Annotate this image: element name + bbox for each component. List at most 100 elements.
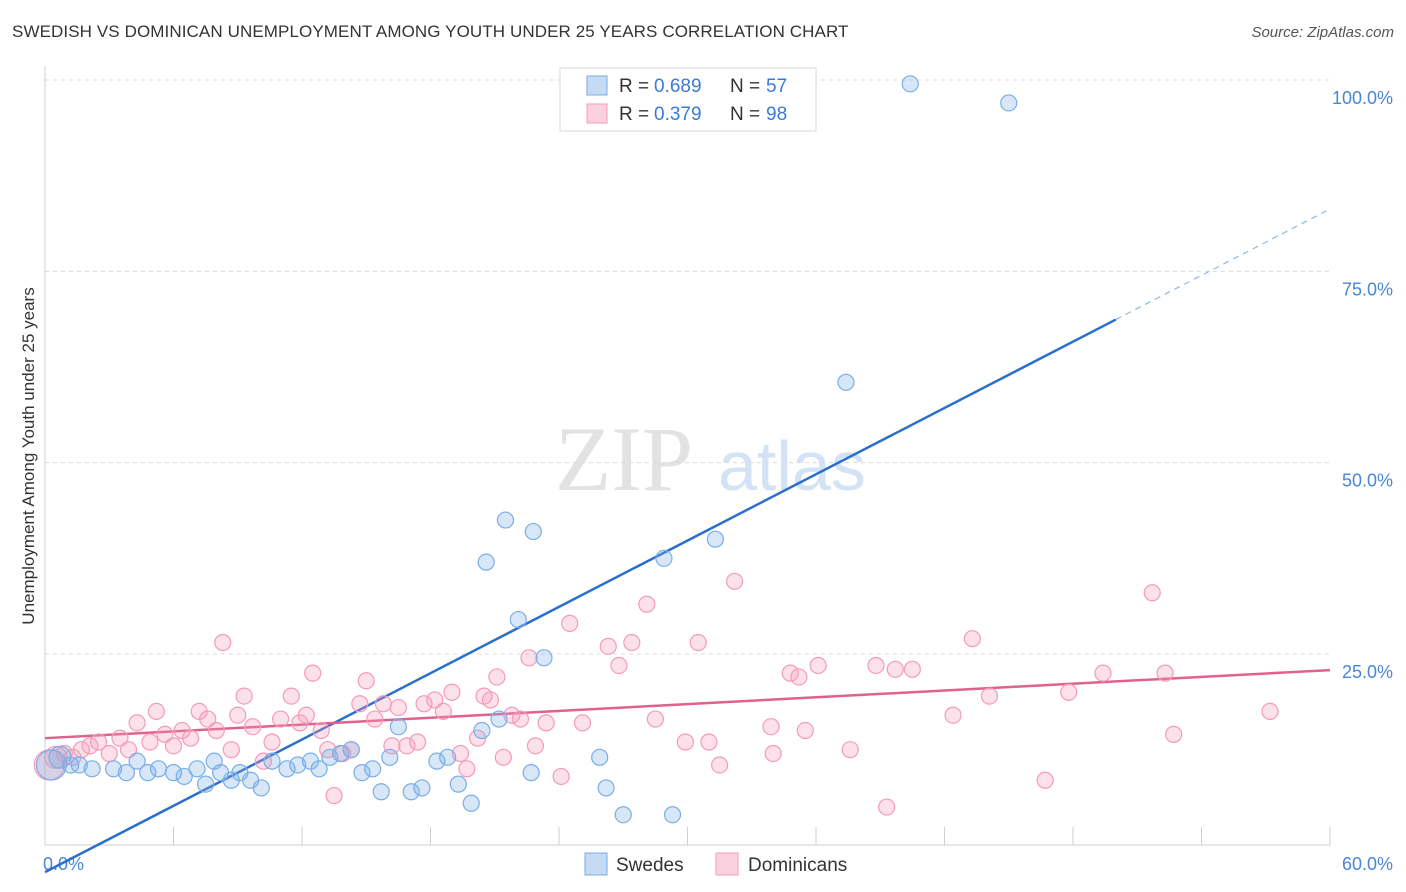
point-dominicans-74	[762, 718, 780, 736]
point-swedes-12	[188, 760, 206, 778]
watermark: ZIP atlas	[555, 408, 866, 510]
point-swedes-33	[402, 783, 420, 801]
point-dominicans-31	[304, 664, 322, 682]
point-dominicans-37	[351, 695, 369, 713]
point-dominicans-80	[841, 741, 859, 759]
point-dominicans-48	[443, 683, 461, 701]
point-swedes-39	[473, 721, 491, 740]
legend-r-label-dominicans: R =	[619, 104, 654, 125]
point-dominicans-45	[415, 695, 433, 713]
point-dominicans-87	[980, 687, 999, 705]
point-dominicans-12	[147, 702, 165, 721]
point-dominicans-83	[886, 660, 904, 678]
point-swedes-44	[522, 764, 540, 782]
point-dominicans-6	[89, 733, 108, 751]
point-dominicans-66	[623, 633, 641, 652]
point-dominicans-18	[199, 710, 217, 728]
legend-bottom-label-dominicans: Dominicans	[748, 855, 847, 876]
legend-r-value-swedes: 0.689	[654, 76, 702, 97]
point-dominicans-55	[494, 748, 512, 766]
point-dominicans-88	[1036, 771, 1054, 789]
point-dominicans-26	[263, 733, 281, 751]
point-dominicans-34	[325, 786, 343, 805]
point-dominicans-64	[599, 637, 617, 655]
point-swedes-4	[83, 760, 101, 778]
trend-line-swedes-extension	[1115, 208, 1331, 321]
point-swedes-50	[655, 549, 673, 567]
point-swedes-22	[289, 756, 307, 774]
legend-n-label-swedes: N =	[730, 76, 765, 97]
point-dominicans-14	[164, 737, 183, 755]
watermark-zip: ZIP	[555, 408, 693, 510]
point-dominicans-30	[297, 706, 315, 724]
point-swedes-13	[197, 775, 215, 793]
point-dominicans-60	[537, 714, 555, 732]
legend-r-value-dominicans: 0.379	[654, 104, 702, 125]
point-dominicans-53	[481, 691, 500, 709]
legend-top: R = 0.689 N = 57 R = 0.379 N = 98	[559, 67, 817, 132]
point-swedes-19	[252, 779, 270, 797]
point-dominicans-69	[676, 733, 694, 751]
legend-bottom-swatch-swedes	[584, 852, 608, 876]
point-dominicans-11	[141, 733, 159, 751]
legend-bottom-swatch-dominicans	[715, 852, 739, 876]
point-swedes-9	[149, 760, 168, 778]
point-swedes-43	[509, 610, 527, 629]
point-dominicans-65	[610, 656, 628, 675]
point-swedes-27	[342, 741, 360, 759]
data-points	[33, 71, 1279, 824]
point-swedes-47	[591, 748, 609, 766]
point-dominicans-57	[511, 710, 530, 728]
point-dominicans-89	[1060, 683, 1078, 701]
point-swedes-24	[310, 760, 328, 778]
point-swedes-51	[663, 806, 682, 824]
y-axis-label: Unemployment Among Youth under 25 years	[19, 287, 38, 624]
point-dominicans-27	[271, 710, 290, 728]
point-dominicans-10	[128, 714, 146, 732]
point-dominicans-73	[726, 572, 744, 590]
point-dominicans-40	[374, 695, 392, 713]
point-swedes-54	[901, 75, 919, 93]
point-swedes-6	[117, 764, 135, 782]
legend-bottom-label-swedes: Swedes	[616, 855, 684, 876]
point-dominicans-50	[458, 760, 476, 778]
point-dominicans-28	[282, 687, 300, 705]
point-dominicans-77	[790, 668, 808, 686]
point-dominicans-85	[944, 706, 962, 724]
point-dominicans-94	[1261, 702, 1279, 721]
point-dominicans-5	[81, 737, 99, 755]
point-dominicans-22	[229, 706, 247, 724]
point-dominicans-79	[809, 656, 827, 675]
point-dominicans-93	[1165, 725, 1183, 743]
point-dominicans-47	[434, 702, 452, 721]
y-tick-label-2: 75.0%	[1342, 279, 1393, 299]
point-dominicans-62	[561, 614, 579, 632]
source-label: Source: ZipAtlas.com	[1251, 24, 1394, 41]
point-swedes-41	[490, 710, 508, 728]
y-tick-label-3: 100.0%	[1332, 88, 1393, 108]
point-swedes-46	[535, 649, 553, 667]
point-dominicans-61	[552, 767, 570, 786]
point-swedes-35	[428, 752, 446, 770]
point-swedes-48	[597, 779, 615, 797]
point-dominicans-78	[796, 721, 814, 740]
point-swedes-37	[449, 775, 467, 793]
point-dominicans-59	[526, 737, 545, 755]
point-dominicans-56	[503, 706, 521, 724]
x-tick-label-max: 60.0%	[1342, 854, 1393, 874]
point-swedes-36	[439, 748, 457, 766]
point-swedes-5	[104, 760, 123, 778]
point-dominicans-92	[1156, 664, 1174, 682]
point-dominicans-19	[207, 721, 225, 740]
point-swedes-55	[1000, 94, 1018, 112]
point-swedes-38	[462, 794, 480, 812]
point-dominicans-43	[398, 737, 416, 755]
point-swedes-32	[389, 718, 407, 736]
chart-title: SWEDISH VS DOMINICAN UNEMPLOYMENT AMONG …	[12, 22, 849, 41]
point-dominicans-39	[366, 710, 384, 728]
point-swedes-49	[614, 806, 632, 824]
point-swedes-26	[331, 744, 350, 763]
point-swedes-10	[164, 764, 183, 782]
point-swedes-30	[372, 783, 390, 801]
